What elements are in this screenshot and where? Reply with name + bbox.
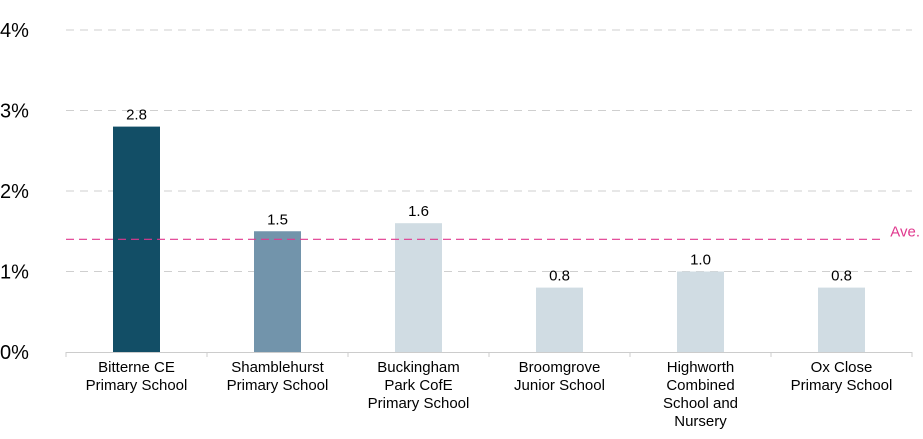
gridlines [66,29,912,272]
y-axis: 0% 1% 2% 3% 4% [0,20,29,364]
category-label: Junior School [514,377,605,394]
category-label: Primary School [227,377,329,394]
bar [677,271,724,352]
category-label: Combined [666,377,734,394]
category-label: Park CofE [384,377,452,394]
y-tick-label: 3% [0,101,29,123]
bar-value-label: 2.8 [126,107,147,124]
category-label: Bitterne CE [98,359,175,376]
category-label: Ox Close [811,359,873,376]
bar [818,287,865,352]
bar-value-label: 0.8 [549,268,570,285]
category-label: Primary School [86,377,188,394]
average-line-label: Ave. [890,223,920,240]
average-line-group: Ave. [66,223,920,240]
category-label: Shamblehurst [231,359,324,376]
bar [254,231,301,352]
bar [536,287,583,352]
value-labels: 2.8 1.5 1.6 0.8 1.0 0.8 [126,107,852,285]
bar-value-label: 1.0 [690,252,711,269]
y-tick-label: 2% [0,181,29,203]
bar-value-label: 1.5 [267,211,288,228]
bar-value-label: 1.6 [408,203,429,220]
bar-value-label: 0.8 [831,268,852,285]
category-label: Nursery [674,413,727,430]
category-label: Broomgrove [519,359,601,376]
category-label: Primary School [368,395,470,412]
y-tick-label: 4% [0,20,29,42]
y-tick-label: 1% [0,262,29,284]
y-tick-label: 0% [0,342,29,364]
bar [395,223,442,352]
category-label: Buckingham [377,359,460,376]
category-label: Highworth [667,359,735,376]
category-label: School and [663,395,738,412]
category-label: Primary School [791,377,893,394]
